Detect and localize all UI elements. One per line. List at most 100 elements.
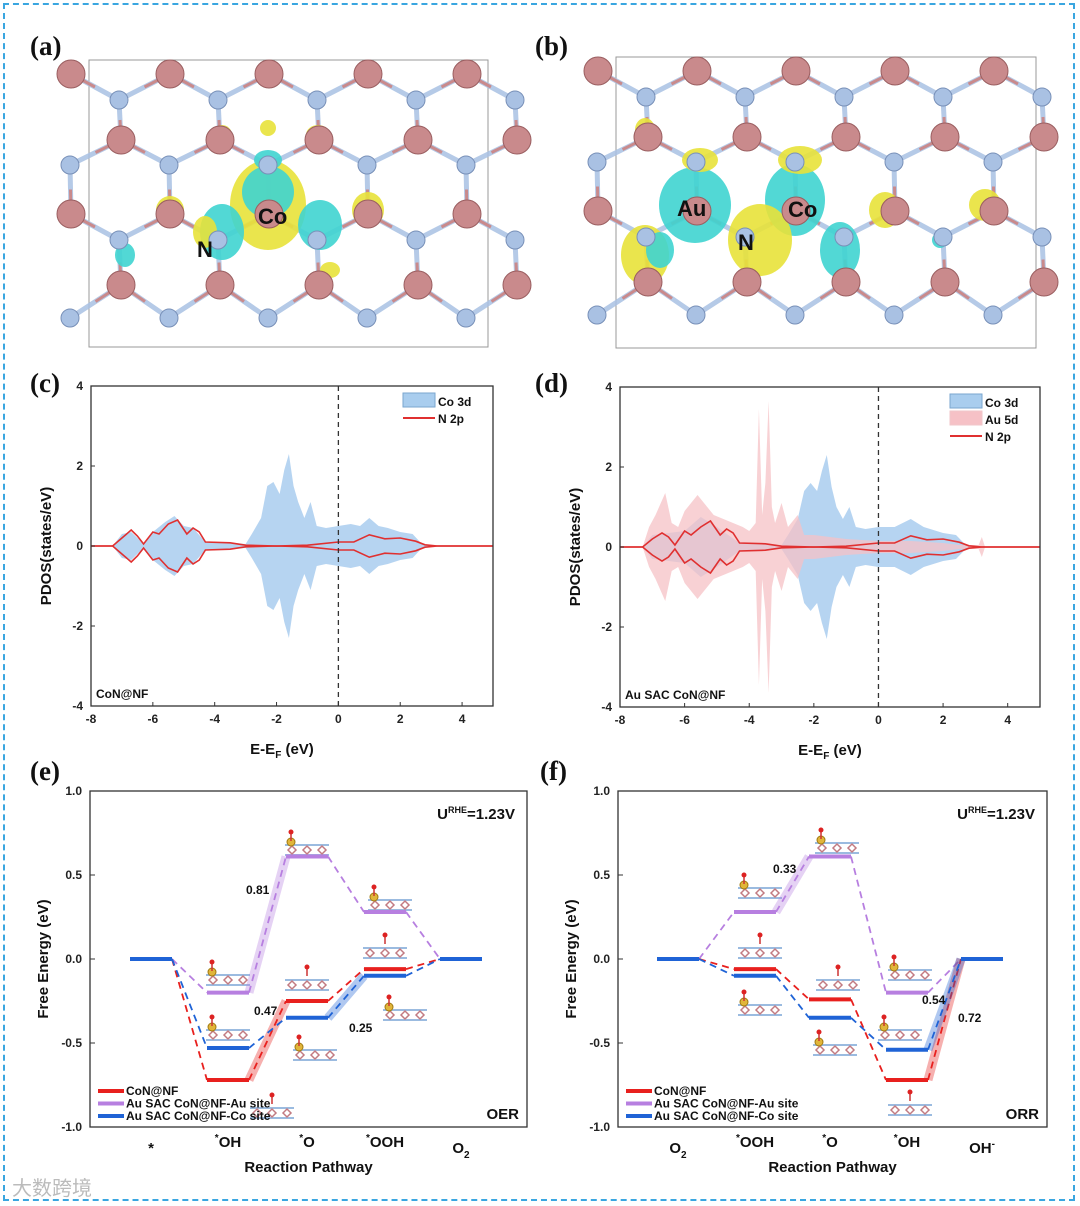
- metal-atom: [155, 199, 185, 229]
- nitrogen-atom: [785, 305, 805, 325]
- adsorbate-structure-inset: [206, 1014, 250, 1041]
- metal-atom: [682, 196, 712, 226]
- legend-label: Au SAC CoN@NF-Co site: [654, 1109, 799, 1123]
- watermark: 大数跨境: [12, 1176, 92, 1200]
- y-tick-label: 0: [605, 540, 612, 554]
- inset-metal-site: [769, 1004, 781, 1016]
- energy-connector: [775, 856, 810, 913]
- metal-atom: [403, 125, 433, 155]
- inset-metal-site: [919, 969, 931, 981]
- x-axis-title-unit: (eV): [829, 742, 862, 759]
- nitrogen-atom: [983, 305, 1003, 325]
- nitrogen-atom: [834, 87, 854, 107]
- inset-oxygen-atom: [371, 884, 377, 890]
- category-main: OOH: [370, 1134, 404, 1151]
- panel-label-d: (d): [535, 368, 568, 398]
- nitrogen-atom: [735, 87, 755, 107]
- metal-atom: [831, 122, 861, 152]
- inset-metal-site: [919, 1104, 931, 1116]
- metal-atom: [106, 125, 136, 155]
- panel-d-pdos-chart: -8 -6 -4 -2 0 2 4 -4 -2 0 2 4 E-EF (eV) PDOS(states/e…: [567, 380, 1041, 762]
- nitrogen-atom: [60, 155, 80, 175]
- inset-metal-site: [847, 979, 859, 991]
- energy-connector: [698, 911, 735, 960]
- inset-metal-site: [294, 1049, 306, 1061]
- inset-metal-site: [301, 844, 313, 856]
- x-tick-label: -4: [209, 712, 220, 726]
- energy-connector: [927, 958, 962, 1051]
- category-main: O: [452, 1140, 464, 1157]
- category-prefix: *: [894, 1133, 898, 1144]
- inset-metal-site: [222, 974, 234, 986]
- inset-metal-site: [889, 969, 901, 981]
- nitrogen-atom: [587, 152, 607, 172]
- y-tick-label: 0.0: [593, 952, 610, 966]
- system-annotation: CoN@NF: [96, 687, 148, 701]
- legend-label: Au SAC CoN@NF-Co site: [126, 1109, 271, 1123]
- nitrogen-atom: [735, 227, 755, 247]
- legend-label: Au 5d: [985, 413, 1018, 427]
- nitrogen-atom: [884, 305, 904, 325]
- metal-atom: [930, 122, 960, 152]
- x-category-label: OH-: [969, 1139, 995, 1157]
- nitrogen-atom: [456, 155, 476, 175]
- inset-metal-site: [889, 1104, 901, 1116]
- energy-connector: [927, 958, 962, 1081]
- category-main: OOH: [740, 1134, 774, 1151]
- category-prefix: *: [736, 1133, 740, 1144]
- inset-metal-site: [207, 1029, 219, 1041]
- metal-atom: [880, 196, 910, 226]
- energy-connector: [248, 1000, 287, 1081]
- pdos-line-up-n-2p: [91, 519, 493, 547]
- adsorbate-structure-inset: [813, 1029, 857, 1056]
- inset-metal-site: [384, 1009, 396, 1021]
- potential-annotation: URHE=1.23V: [957, 805, 1035, 823]
- x-category-label: *O: [299, 1133, 315, 1151]
- inset-metal-site: [879, 1029, 891, 1041]
- legend-label: N 2p: [985, 430, 1011, 444]
- legend-label: CoN@NF: [126, 1084, 178, 1098]
- y-tick-label: 2: [605, 460, 612, 474]
- category-prefix: *: [215, 1133, 219, 1144]
- metal-atom: [205, 125, 235, 155]
- adsorbate-structure-inset: [206, 959, 250, 986]
- figure-border: [3, 3, 1075, 1201]
- nitrogen-atom: [505, 90, 525, 110]
- inset-metal-site: [286, 844, 298, 856]
- adsorbate-structure-inset: [293, 1034, 337, 1061]
- metal-atom: [254, 59, 284, 89]
- inset-metal-site: [769, 947, 781, 959]
- metal-atom: [304, 270, 334, 300]
- inset-metal-site: [281, 1107, 293, 1119]
- metal-atom: [304, 125, 334, 155]
- metal-atom: [682, 56, 712, 86]
- nitrogen-atom: [258, 155, 278, 175]
- nitrogen-atom: [406, 230, 426, 250]
- category-prefix: *: [299, 1133, 303, 1144]
- nitrogen-atom: [636, 87, 656, 107]
- reaction-type-label: ORR: [1006, 1106, 1040, 1123]
- panel-c-pdos-chart: -8 -6 -4 -2 0 2 4 -4 -2 0 2 4 E-EF (eV) PDOS(states/e…: [38, 379, 494, 761]
- charge-accumulation-isosurface: [728, 204, 792, 276]
- x-category-label: *O: [822, 1133, 838, 1151]
- inset-metal-site: [237, 974, 249, 986]
- nitrogen-atom: [785, 152, 805, 172]
- adsorbate-structure-inset: [738, 989, 782, 1016]
- metal-atom: [502, 125, 532, 155]
- x-tick-label: -8: [615, 713, 626, 727]
- panel-a-structure: [56, 59, 532, 348]
- metal-atom: [930, 267, 960, 297]
- category-suffix: 2: [681, 1150, 687, 1161]
- panel-label-a: (a): [30, 31, 61, 61]
- inset-oxygen-atom: [818, 827, 824, 833]
- inset-metal-site: [399, 899, 411, 911]
- x-category-label: *OH: [215, 1133, 241, 1151]
- x-category-label: *OOH: [366, 1133, 404, 1151]
- legend-swatch: [949, 393, 983, 409]
- metal-atom: [452, 199, 482, 229]
- energy-connector: [405, 958, 441, 970]
- step-energy-label: 0.33: [773, 862, 797, 876]
- inset-metal-site: [394, 947, 406, 959]
- cell-boundary: [615, 56, 1037, 349]
- x-axis-title: E-EF (eV): [798, 742, 862, 762]
